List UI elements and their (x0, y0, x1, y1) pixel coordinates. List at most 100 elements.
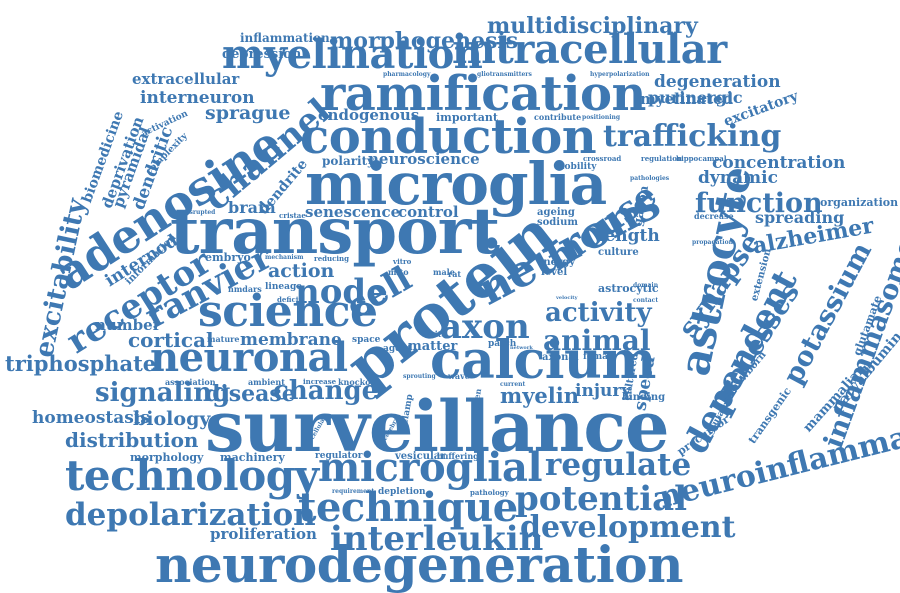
word-dynamic: dynamic (698, 168, 778, 188)
word-interleukin: interleukin (330, 519, 544, 559)
word-action: action (268, 260, 335, 282)
word-pathologies: pathologies (630, 175, 670, 182)
word-signaling: signaling (95, 378, 231, 408)
word-degeneration: degeneration (654, 72, 781, 92)
word-depletion: depletion (378, 487, 426, 497)
word-conduction: conduction (300, 109, 597, 165)
word-trafficking: trafficking (603, 119, 782, 154)
word-regulation: regulation (641, 154, 682, 163)
word-purinergic: purinergic (648, 88, 743, 107)
word-spreading: spreading (755, 208, 845, 227)
word-control: control (398, 203, 459, 221)
word-contribute: contribute (534, 112, 582, 122)
word-sodium: sodium (537, 217, 578, 228)
word-technique: technique (298, 484, 518, 531)
word-potential: potential (515, 479, 688, 519)
word-brain: brain (228, 198, 276, 217)
word-transgenic: transgenic (745, 384, 795, 447)
word-morphogenesis: morphogenesis (330, 28, 519, 54)
word-ambient: ambient (248, 377, 285, 387)
word-regulator: regulator (315, 451, 363, 461)
word-biology: biology (133, 408, 211, 430)
word-endogenous: endogenous (318, 106, 420, 124)
word-neuronal: neuronal (150, 334, 348, 381)
word-microglial: microglial (318, 444, 543, 491)
word-pharmacology: pharmacology (383, 71, 431, 78)
word-reducing: reducing (314, 254, 350, 263)
word-deficit: deficit (277, 295, 302, 304)
word-homeostasis: homeostasis (32, 408, 150, 428)
word-hyperpolarization: hyperpolarization (590, 71, 650, 78)
word-concentration: concentration (712, 153, 846, 173)
word-binding: binding (622, 392, 666, 403)
word-node: node (295, 272, 388, 312)
word-disrupted: disrupted (183, 209, 216, 216)
word-membrane: membrane (240, 330, 342, 350)
word-senescence: senescence (305, 203, 401, 221)
word-myelin: myelin (500, 383, 580, 408)
word-triphosphate: triphosphate (5, 351, 157, 376)
word-contact: contact (633, 297, 659, 304)
word-neuroscience: neuroscience (368, 150, 480, 168)
word-length: length (598, 226, 660, 246)
word-culture: culture (598, 247, 639, 258)
word-agent: agent (383, 344, 412, 354)
word-ageing: ageing (537, 207, 575, 218)
word-sprague: sprague (205, 102, 291, 124)
word-current: current (500, 381, 526, 388)
word-animal: animal (543, 324, 651, 357)
word-vesicular: vesicular (395, 451, 446, 462)
word-buffering: buffering (437, 451, 479, 461)
word-ramification: ramification (320, 66, 646, 122)
word-axon: axon (440, 307, 530, 347)
word-cristae: cristae (279, 211, 306, 220)
word-myelinated: myelinated (640, 90, 734, 108)
word-sprouting: sprouting (403, 373, 436, 380)
word-white: white (422, 329, 447, 339)
word-change: change (273, 376, 379, 406)
word-knockout: knockout (338, 377, 380, 387)
word-distribution: distribution (65, 428, 199, 452)
word-pathology: pathology (470, 488, 509, 497)
word-interneuron: interneuron (140, 88, 255, 108)
word-crossroad: crossroad (583, 154, 622, 163)
word-important: important (436, 111, 498, 124)
word-calcium: calcium (430, 330, 656, 391)
word-organization: organization (820, 196, 899, 209)
word-function: function (695, 188, 823, 219)
word-patch: patch (488, 339, 517, 349)
word-velocity: velocity (556, 295, 578, 301)
word-matter: matter (408, 339, 458, 354)
word-intracellular: intracellular (452, 26, 727, 73)
word-increase: increase (303, 377, 337, 386)
word-cortical: cortical (128, 328, 214, 352)
word-propagation: propagation (692, 239, 733, 246)
word-level: level (541, 267, 568, 278)
word-wave: wave (448, 371, 470, 381)
word-inflammation: inflammation (240, 31, 330, 45)
word-mito: mito (388, 267, 409, 277)
word-vitro: vitro (393, 257, 412, 266)
word-association: association (165, 377, 216, 387)
word-nmdars: nmdars (228, 284, 262, 294)
word-proliferation: proliferation (210, 525, 317, 543)
word-embryo: embryo (205, 251, 251, 264)
word-multidisciplinary: multidisciplinary (487, 13, 698, 39)
word-decrease: decrease (694, 211, 734, 221)
word-technology: technology (65, 451, 319, 500)
word-injury: injury (575, 381, 632, 401)
word-mature: mature (207, 334, 240, 344)
word-activity: activity (545, 298, 652, 328)
word-mobility: mobility (555, 162, 597, 172)
word-number: number (95, 316, 161, 334)
word-morphology: morphology (130, 451, 204, 464)
word-development: development (520, 510, 736, 545)
word-machinery: machinery (220, 451, 285, 464)
word-female: female (583, 352, 618, 362)
word-hippocampal: hippocampal (676, 154, 727, 163)
word-science: science (198, 286, 378, 337)
word-requirement: requirement (332, 488, 375, 495)
word-axonal: axonal (542, 352, 579, 363)
word-surveillance: surveillance (205, 385, 670, 468)
word-mechanism: mechanism (265, 254, 304, 261)
